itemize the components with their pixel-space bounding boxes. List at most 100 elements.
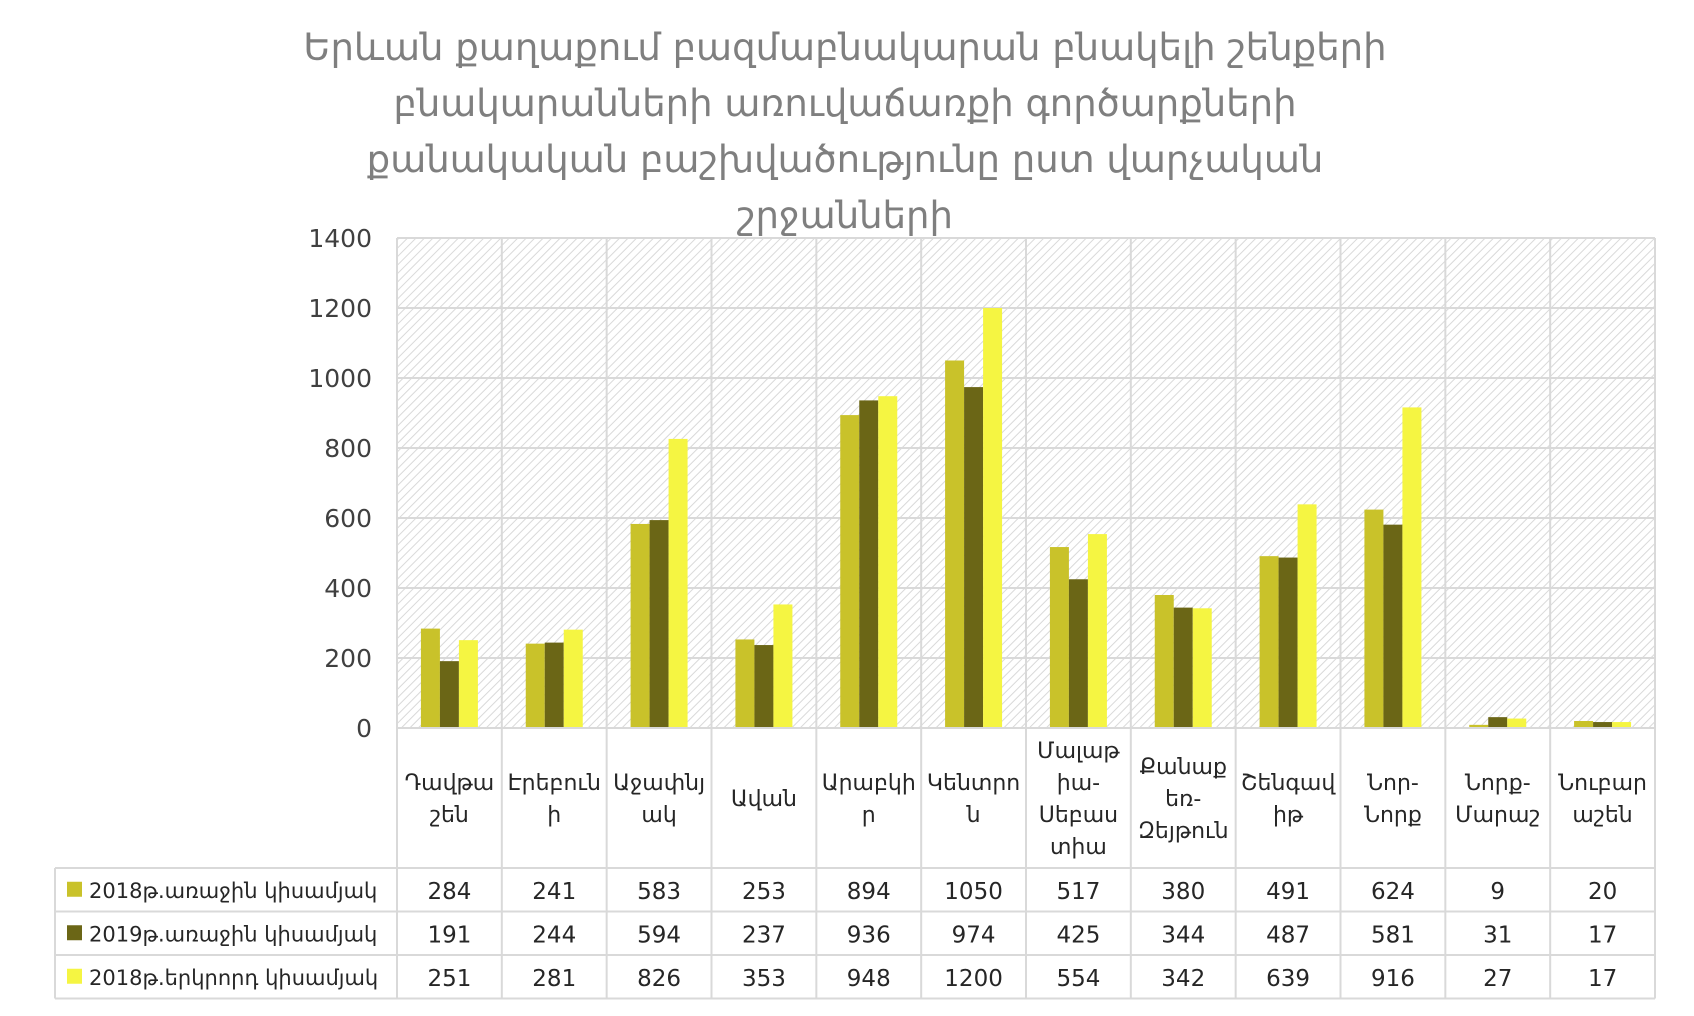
data-label: 31 [1483,922,1512,948]
bar [1488,717,1508,728]
legend-swatch [67,881,82,897]
data-label: 826 [637,966,681,992]
data-label: 639 [1266,966,1310,992]
category-label: Շենգավ իթ [1241,771,1336,828]
bar [1173,607,1193,728]
data-label: 974 [952,922,996,948]
y-tick-label: 800 [324,434,372,463]
bar [1049,547,1069,728]
data-label: 344 [1161,922,1205,948]
data-label: 916 [1371,966,1415,992]
data-label: 581 [1371,922,1415,948]
data-label: 251 [427,966,471,992]
bar [563,629,583,728]
y-axis: 0 200 400 600 800 1000 1200 1400 [308,224,372,743]
bar [1278,557,1298,728]
bar [1574,721,1594,728]
data-label: 936 [847,922,891,948]
chart-title: Երևան քաղաքում բազմաբնակարան բնակելի շեն… [303,26,1387,237]
bar [1154,595,1174,728]
legend-label: 2018թ.երկրորդ կիսամյակ [89,966,378,990]
bar [1593,722,1613,728]
bar [859,400,879,728]
data-label: 380 [1161,879,1205,905]
bar [735,639,755,728]
bar [1297,504,1317,728]
y-tick-label: 600 [324,504,372,533]
bar [544,642,564,728]
y-tick-label: 1200 [308,294,372,323]
gridlines [396,237,1656,729]
data-label: 948 [847,966,891,992]
bars [420,308,1632,728]
bar [840,415,860,728]
bar [945,360,965,728]
data-label: 237 [742,922,786,948]
category-label: Դավթա շեն [405,771,495,828]
bar [1507,718,1527,728]
y-tick-label: 0 [356,714,372,743]
category-label: Ավան [731,787,797,812]
category-label: Կենտրո ն [927,771,1020,828]
legend-swatch [67,968,82,984]
bar [420,628,440,728]
data-label: 17 [1588,922,1617,948]
data-label: 487 [1266,922,1310,948]
data-label: 17 [1588,966,1617,992]
data-label: 27 [1483,966,1512,992]
data-label: 1050 [944,879,1003,905]
bar [878,396,898,728]
data-label: 253 [742,879,786,905]
y-tick-label: 400 [324,574,372,603]
data-label: 425 [1056,922,1100,948]
bar [1259,556,1279,728]
legend-swatch [67,925,82,941]
data-label: 284 [427,879,471,905]
data-label: 244 [532,922,576,948]
y-tick-label: 1400 [308,224,372,253]
bar [649,520,669,728]
category-label: Մալաթ իա-Սեբաս տիա [1037,739,1120,860]
data-label: 583 [637,879,681,905]
bar [525,643,545,728]
data-label: 554 [1056,966,1100,992]
legend-label: 2019թ.առաջին կիսամյակ [89,922,377,946]
data-label: 594 [637,922,681,948]
category-label: Էրեբուն ի [508,771,601,828]
bar [1402,407,1422,728]
category-label: Արաբկի ր [822,771,916,828]
category-label: Աջափնյ ակ [613,771,705,828]
data-label: 241 [532,879,576,905]
bar [668,438,688,728]
bar [1364,509,1384,728]
data-label: 517 [1056,879,1100,905]
bar [1087,534,1107,728]
bar [458,640,478,728]
data-label: 894 [847,879,891,905]
data-label: 281 [532,966,576,992]
data-label: 624 [1371,879,1415,905]
category-label: Նոր-Նորք [1364,771,1422,828]
category-label: Նուբար աշեն [1558,771,1647,828]
legend-label: 2018թ.առաջին կիսամյակ [89,879,377,903]
data-label: 342 [1161,966,1205,992]
y-tick-label: 200 [324,644,372,673]
bar [1612,722,1632,728]
bar [1469,724,1489,728]
bar [754,645,774,728]
bar [630,523,650,728]
bar [1383,524,1403,728]
data-label: 9 [1490,879,1505,905]
category-label: Քանաք եռ-Զեյթուն [1138,755,1229,844]
bar [439,661,459,728]
data-label: 191 [427,922,471,948]
bar [1192,608,1212,728]
bar [773,604,793,728]
data-label: 20 [1588,879,1617,905]
y-tick-label: 1000 [308,364,372,393]
data-label: 491 [1266,879,1310,905]
bar [1068,579,1088,728]
bar [964,387,984,728]
